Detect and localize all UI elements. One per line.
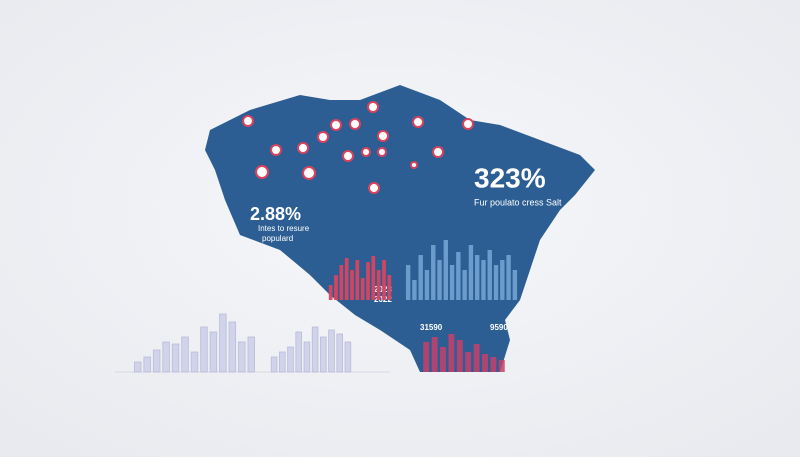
bar [382, 260, 386, 300]
bar [350, 270, 354, 300]
bar [171, 343, 180, 373]
bar [303, 341, 311, 373]
bar [431, 337, 438, 372]
marker [297, 142, 309, 154]
bar [209, 331, 218, 373]
marker [368, 182, 380, 194]
bar [449, 265, 455, 300]
bar [344, 341, 352, 373]
marker [377, 147, 387, 157]
marker [367, 101, 379, 113]
bar [418, 255, 423, 300]
bar [162, 341, 170, 373]
bar [440, 347, 446, 372]
bar [456, 340, 463, 372]
bar [360, 278, 365, 300]
bar [462, 270, 467, 300]
region-map [205, 85, 595, 372]
bar [498, 360, 505, 372]
marker [342, 150, 354, 162]
bar [334, 275, 338, 300]
bar [443, 240, 449, 300]
bar [468, 245, 474, 300]
bar [465, 352, 472, 372]
bar [490, 357, 497, 372]
bar [247, 336, 255, 373]
callout-value: 2.88% [250, 204, 301, 224]
bar [311, 326, 319, 373]
callout-value: 323% [474, 162, 546, 193]
callout-caption: populard [262, 234, 293, 243]
bar [279, 351, 286, 373]
bar [456, 252, 461, 300]
chart-label: 31590 [420, 323, 443, 332]
bar [339, 265, 344, 300]
bar [200, 326, 208, 373]
bar [328, 285, 333, 300]
marker [412, 116, 424, 128]
bar [448, 334, 455, 372]
bar [506, 255, 511, 300]
marker [330, 119, 342, 131]
callout-caption: Fur poulato cress Salt [474, 197, 562, 207]
bar [238, 341, 246, 373]
marker [432, 146, 444, 158]
marker [377, 130, 389, 142]
bar [270, 356, 278, 373]
bar [481, 260, 486, 300]
marker [270, 144, 282, 156]
bar [344, 258, 349, 300]
marker [462, 118, 474, 130]
bar [482, 354, 488, 372]
bar [412, 280, 417, 300]
bar [355, 260, 360, 300]
callout-caption: Intes to resure [258, 224, 310, 233]
bar [500, 260, 505, 300]
marker [242, 115, 254, 127]
chart-label: 9590 [490, 323, 508, 332]
bar [320, 336, 327, 373]
bar [473, 344, 480, 372]
bar [181, 336, 189, 373]
bar [219, 313, 227, 373]
bar [134, 361, 142, 373]
bar [474, 255, 480, 300]
marker [317, 131, 329, 143]
bar [295, 331, 302, 373]
marker [410, 161, 418, 169]
marker [361, 147, 371, 157]
bar [387, 275, 392, 300]
bar [152, 349, 161, 373]
marker [302, 166, 316, 180]
bar [366, 262, 370, 300]
bar [423, 342, 430, 372]
bar [190, 351, 199, 373]
bar [493, 265, 499, 300]
bar [437, 260, 442, 300]
bar [405, 265, 411, 300]
bar [371, 256, 376, 300]
marker [349, 118, 361, 130]
bar [376, 270, 381, 300]
bar [328, 329, 335, 373]
bar [228, 321, 237, 373]
bar [431, 245, 436, 300]
bar [336, 333, 343, 373]
markers [242, 101, 474, 194]
bar [424, 270, 430, 300]
bar [487, 250, 492, 300]
marker [255, 165, 269, 179]
bar [287, 346, 294, 373]
bar [143, 356, 151, 373]
bar [512, 270, 518, 300]
